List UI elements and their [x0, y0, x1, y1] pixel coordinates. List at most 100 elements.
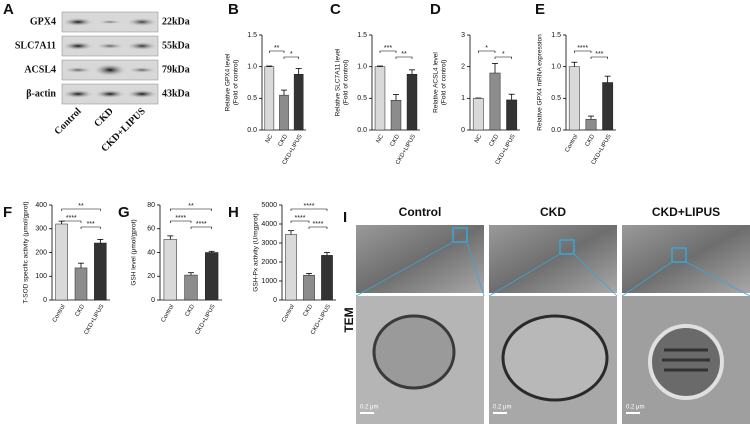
significance-bracket — [61, 220, 82, 223]
significance-bracket — [395, 56, 413, 59]
bar — [184, 274, 198, 301]
y-tick-label: 1.5 — [551, 32, 561, 39]
significance-label: * — [485, 45, 488, 52]
y-axis-title: T-SOD specific activity (μmol/gprot) — [23, 202, 30, 304]
significance-bracket — [283, 56, 299, 59]
size-label: 43kDa — [162, 88, 190, 99]
y-axis-title: (Fold of control) — [441, 60, 448, 106]
y-axis-title: (Fold of control) — [233, 60, 240, 106]
lane-label: Control — [53, 106, 84, 137]
x-tick-label: CKD+LIPUS — [195, 304, 217, 336]
size-label: 55kDa — [162, 40, 190, 51]
y-tick-label: 5000 — [261, 202, 277, 209]
lane-label: CKD — [92, 106, 116, 130]
bar — [374, 66, 386, 131]
bar — [472, 98, 484, 131]
y-tick-label: 1000 — [261, 278, 277, 285]
significance-label: **** — [577, 45, 588, 52]
significance-label: **** — [295, 215, 306, 222]
bar — [390, 99, 402, 131]
bar — [74, 267, 88, 301]
y-tick-label: 60 — [147, 226, 155, 233]
significance-bracket — [590, 56, 608, 59]
y-tick-label: 1.0 — [357, 64, 367, 71]
significance-bracket — [290, 220, 310, 223]
bar — [406, 74, 418, 131]
y-tick-label: 100 — [35, 273, 47, 280]
bar — [55, 223, 68, 301]
x-tick-label: CKD — [585, 133, 597, 148]
significance-bracket — [478, 50, 496, 53]
y-tick-label: 3000 — [261, 240, 277, 247]
y-tick-label: 3 — [461, 32, 465, 39]
y-tick-label: 40 — [147, 249, 155, 256]
x-tick-label: NC — [376, 133, 386, 144]
significance-bracket — [170, 220, 192, 223]
y-tick-label: 4000 — [261, 221, 277, 228]
x-tick-label: CKD+LIPUS — [83, 304, 105, 336]
x-tick-label: Control — [52, 304, 67, 324]
significance-bracket — [190, 226, 212, 229]
significance-label: **** — [196, 221, 207, 228]
x-tick-label: CKD — [303, 303, 315, 318]
bar — [585, 118, 597, 131]
panel-letter: H — [228, 204, 239, 221]
panel-letter: D — [430, 1, 441, 18]
y-tick-label: 0.5 — [551, 95, 561, 102]
y-axis-title: Relative SLC7A11 level — [335, 48, 342, 116]
group-title: CKD — [540, 205, 566, 219]
significance-bracket — [170, 208, 212, 211]
x-tick-label: CKD+LIPUS — [310, 304, 332, 336]
significance-label: * — [290, 51, 293, 58]
significance-label: * — [502, 51, 505, 58]
significance-label: *** — [384, 45, 392, 52]
significance-bracket — [574, 50, 592, 53]
group-title: CKD+LIPUS — [652, 205, 720, 219]
x-tick-label: NC — [265, 133, 275, 144]
scale-label: 0.2 μm — [360, 405, 378, 411]
y-tick-label: 1.5 — [247, 32, 257, 39]
significance-bracket — [269, 50, 285, 53]
size-label: 79kDa — [162, 64, 190, 75]
panel-letter: C — [330, 1, 341, 18]
y-tick-label: 0.5 — [247, 95, 257, 102]
significance-bracket — [290, 208, 328, 211]
y-tick-label: 1.5 — [357, 32, 367, 39]
panel-letter: A — [3, 1, 14, 18]
y-axis-title: Relative GPX4 level — [225, 53, 232, 111]
bar — [285, 234, 297, 301]
y-axis-title: (Fold of control) — [343, 60, 350, 106]
protein-label: GPX4 — [30, 16, 56, 27]
significance-label: ** — [274, 45, 280, 52]
panel-letter: E — [535, 1, 545, 18]
significance-label: **** — [66, 215, 77, 222]
significance-label: ** — [188, 203, 194, 210]
y-tick-label: 200 — [35, 249, 47, 256]
x-tick-label: NC — [474, 133, 484, 144]
y-tick-label: 1 — [461, 95, 465, 102]
bar — [94, 242, 107, 301]
y-tick-label: 2000 — [261, 259, 277, 266]
x-tick-label: CKD — [75, 303, 87, 318]
y-tick-label: 0 — [461, 127, 465, 134]
significance-label: ** — [401, 51, 407, 58]
size-label: 22kDa — [162, 16, 190, 27]
bar — [279, 94, 289, 131]
y-axis-title: GSH-Px activity (U/mgprot) — [253, 213, 260, 291]
panel-letter: G — [118, 204, 130, 221]
significance-label: *** — [87, 221, 95, 228]
x-tick-label: CKD — [185, 303, 197, 318]
y-axis-title: Relative ACSL4 level — [433, 52, 440, 113]
y-tick-label: 400 — [35, 202, 47, 209]
panel-letter: B — [228, 1, 239, 18]
y-tick-label: 20 — [147, 273, 155, 280]
x-tick-label: CKD — [278, 133, 290, 148]
panel-letter: I — [343, 209, 347, 226]
x-tick-label: Control — [565, 134, 580, 154]
significance-bracket — [494, 56, 512, 59]
significance-bracket — [308, 226, 328, 229]
y-tick-label: 0 — [151, 297, 155, 304]
bar — [321, 255, 333, 301]
x-tick-label: CKD — [489, 133, 501, 148]
y-tick-label: 0.0 — [357, 127, 367, 134]
